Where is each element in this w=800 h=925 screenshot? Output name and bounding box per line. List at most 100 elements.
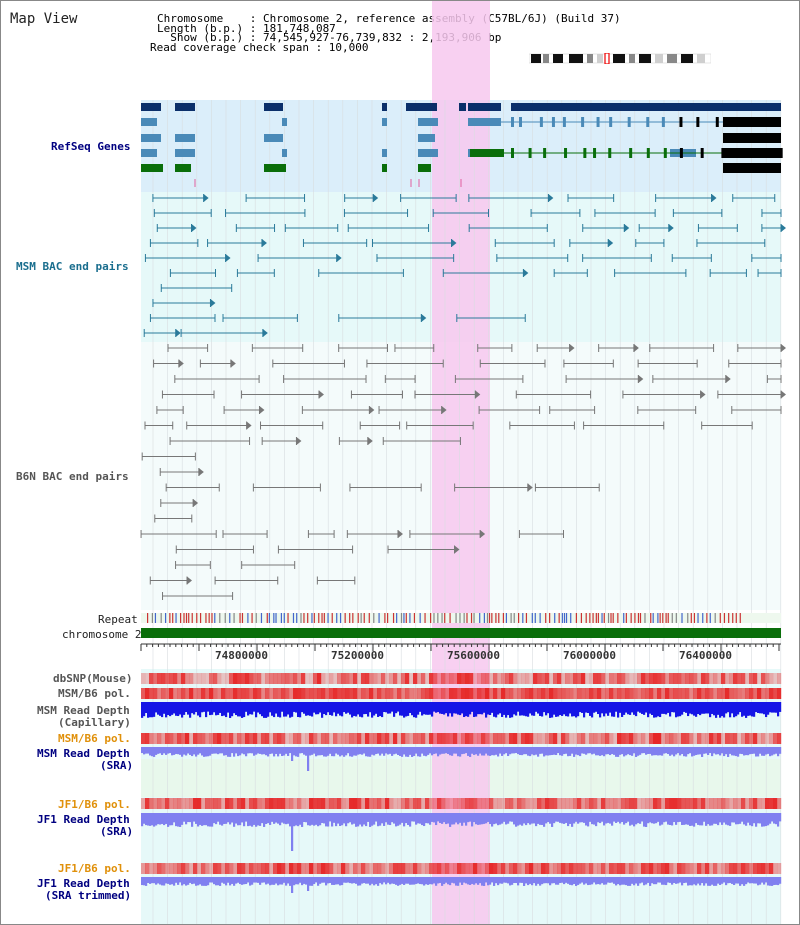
jf1-depth-sra-bar	[769, 813, 772, 824]
jf1-pol2-cell	[665, 863, 670, 874]
jf1-depth-sra-bar	[433, 813, 436, 823]
jf1-depth-trimmed-bar	[321, 877, 324, 883]
repeat-element	[623, 613, 625, 623]
repeat-element	[336, 613, 338, 623]
msm-pol2-cell	[425, 733, 430, 744]
jf1-depth-trimmed-bar	[241, 877, 244, 885]
msm-depth-capillary-bar	[427, 702, 430, 715]
dbsnp-cell	[593, 673, 598, 684]
dbsnp-cell	[413, 673, 418, 684]
msm-pol2-cell	[257, 733, 262, 744]
msm-depth-capillary-bar	[187, 702, 190, 715]
jf1-pol2-cell	[657, 863, 662, 874]
jf1-depth-trimmed-bar	[489, 877, 492, 885]
repeat-element	[247, 613, 249, 623]
repeat-element	[185, 613, 188, 623]
msm-pol2-cell	[757, 733, 762, 744]
jf1-depth-sra-bar	[523, 813, 526, 824]
msm-depth-capillary-bar	[317, 702, 320, 715]
jf1-depth-trimmed-bar	[699, 877, 702, 886]
msm-depth-sra-bar	[381, 747, 384, 754]
dbsnp-cell	[557, 673, 562, 684]
selected-region-highlight	[432, 1, 490, 924]
chromosome-ideogram[interactable]	[529, 53, 711, 64]
jf1-pol-cell	[173, 798, 178, 809]
jf1-depth-trimmed-bar	[443, 877, 446, 885]
jf1-pol2-cell	[309, 863, 314, 874]
jf1-depth-sra-bar	[271, 813, 274, 822]
msm-pol2-cell	[689, 733, 694, 744]
msm-pol2-cell	[493, 733, 498, 744]
msm-depth-capillary-bar	[723, 702, 726, 718]
msm-bac-pair-arrow	[548, 194, 554, 202]
jf1-pol-cell	[725, 798, 730, 809]
msm-pol2-cell	[473, 733, 478, 744]
jf1-depth-sra-bar	[365, 813, 368, 827]
repeat-element	[373, 613, 375, 623]
dbsnp-cell	[169, 673, 174, 684]
msm-bac-pair-arrow	[421, 314, 427, 322]
msm-pol-cell	[245, 688, 250, 699]
gene-exon	[779, 148, 783, 158]
jf1-pol2-cell	[381, 863, 386, 874]
msm-depth-sra-bar	[657, 747, 660, 756]
repeat-element	[180, 613, 182, 623]
msm-depth-sra-bar	[211, 747, 214, 754]
jf1-pol-cell	[489, 798, 494, 809]
msm-depth-capillary-bar	[429, 702, 432, 715]
dbsnp-cell	[305, 673, 310, 684]
msm-depth-sra-bar	[319, 747, 322, 756]
msm-depth-capillary-bar	[285, 702, 288, 717]
jf1-pol-cell	[625, 798, 630, 809]
jf1-depth-trimmed-bar	[665, 877, 668, 886]
msm-pol2-cell	[225, 733, 230, 744]
dbsnp-cell	[701, 673, 706, 684]
jf1-pol-cell	[397, 798, 402, 809]
jf1-depth-trimmed-bar	[729, 877, 732, 884]
msm-depth-capillary-bar	[549, 702, 552, 718]
jf1-pol2-cell	[321, 863, 326, 874]
msm-pol2-cell	[245, 733, 250, 744]
jf1-depth-trimmed-bar	[459, 877, 462, 883]
jf1-depth-sra-bar	[765, 813, 768, 827]
jf1-depth-trimmed-bar	[593, 877, 596, 883]
jf1-pol2-cell	[281, 863, 286, 874]
msm-depth-capillary-bar	[249, 702, 252, 715]
dbsnp-cell	[461, 673, 466, 684]
jf1-depth-sra-bar	[201, 813, 204, 826]
jf1-depth-trimmed-bar	[563, 877, 566, 885]
dbsnp-cell	[617, 673, 622, 684]
msm-pol2-cell	[445, 733, 450, 744]
gene-exon	[646, 117, 650, 127]
jf1-depth-sra-bar	[369, 813, 372, 827]
msm-depth-capillary-bar	[667, 702, 670, 713]
jf1-depth-trimmed-bar	[651, 877, 654, 884]
jf1-pol2-cell	[673, 863, 678, 874]
msm-depth-capillary-bar	[329, 702, 332, 715]
jf1-depth-sra-bar	[701, 813, 704, 826]
msm-depth-capillary-bar	[629, 702, 632, 715]
jf1-depth-trimmed-bar	[765, 877, 768, 883]
jf1-depth-sra-bar	[205, 813, 208, 826]
msm-pol2-cell	[653, 733, 658, 744]
jf1-depth-sra-bar	[147, 813, 150, 826]
msm-depth-sra-bar	[463, 747, 466, 754]
jf1-depth-trimmed-bar	[203, 877, 206, 886]
jf1-depth-trimmed-bar	[607, 877, 610, 883]
jf1-pol-cell	[741, 798, 746, 809]
msm-depth-sra-bar	[293, 747, 296, 756]
dbsnp-cell	[713, 673, 718, 684]
gene-feature	[282, 149, 287, 157]
msm-depth-capillary-bar	[163, 702, 166, 714]
jf1-depth-trimmed-bar	[633, 877, 636, 886]
msm-depth-sra-bar	[533, 747, 536, 756]
dbsnp-cell	[425, 673, 430, 684]
msm-pol2-cell	[189, 733, 194, 744]
repeat-element	[419, 613, 421, 623]
repeat-element	[463, 613, 465, 623]
dbsnp-cell	[361, 673, 366, 684]
msm-depth-sra-bar	[427, 747, 430, 755]
msm-depth-capillary-bar	[399, 702, 402, 716]
msm-depth-sra-bar	[501, 747, 504, 756]
